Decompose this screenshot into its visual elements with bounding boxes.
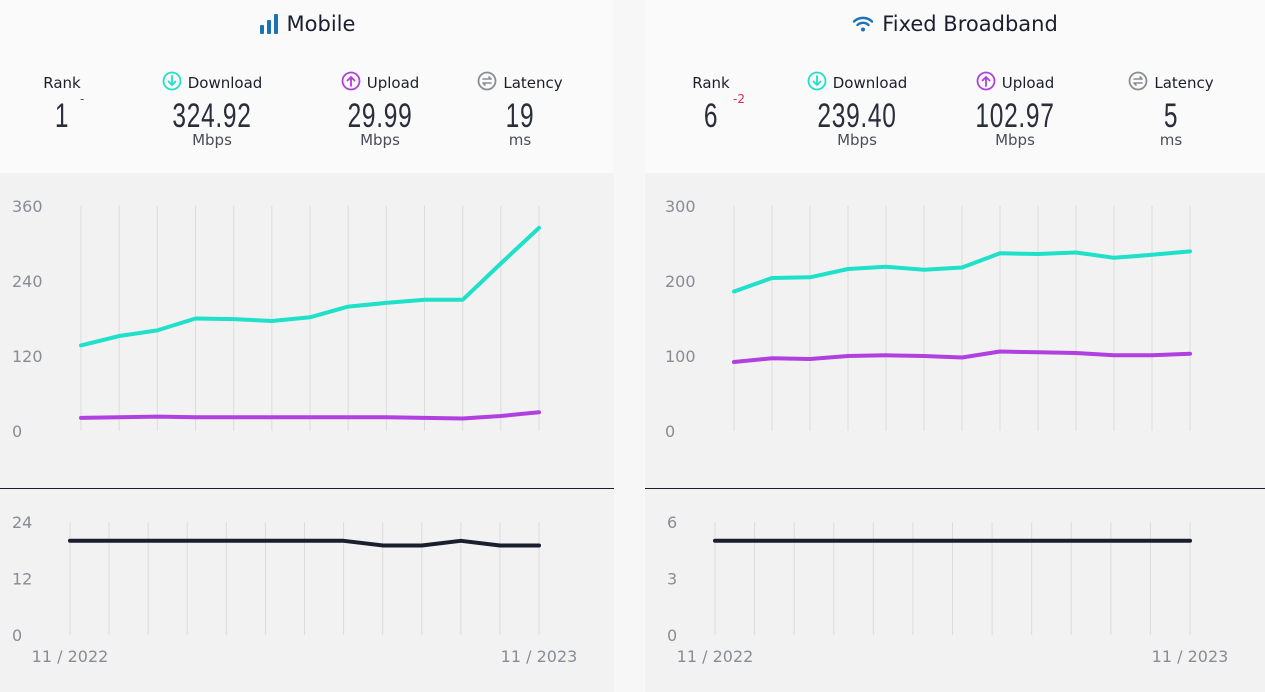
mobile-latency-ytick-label: 0 bbox=[12, 626, 22, 645]
mobile-title: Mobile bbox=[0, 12, 614, 36]
fixed-latency-xtick-label: 11 / 2023 bbox=[1152, 647, 1229, 666]
mobile-header: Mobile Rank 1 - Download 324.92 Mbps Upl… bbox=[0, 0, 614, 173]
fixed-download-stat: Download 239.40 Mbps bbox=[787, 71, 927, 149]
mobile-charts: 0 120 240 360 0 12 24 11 / 2022 11 / 2023 bbox=[12, 197, 578, 666]
mobile-latency-ytick-label: 12 bbox=[12, 570, 32, 589]
download-label: Download bbox=[832, 74, 908, 92]
latency-unit: ms bbox=[508, 131, 532, 149]
chart-divider bbox=[645, 488, 1265, 489]
upload-value: 102.97 bbox=[975, 97, 1055, 135]
fixed-charts: 0 100 200 300 0 3 6 11 / 2022 11 / 2023 bbox=[665, 197, 1229, 666]
mobile-speed-ytick-label: 0 bbox=[12, 422, 22, 441]
rank-change: -2 bbox=[733, 92, 745, 106]
latency-unit: ms bbox=[1159, 131, 1183, 149]
fixed-title: Fixed Broadband bbox=[645, 12, 1265, 36]
mobile-panel: Mobile Rank 1 - Download 324.92 Mbps Upl… bbox=[0, 0, 614, 692]
fixed-latency-stat: Latency 5 ms bbox=[1101, 71, 1241, 149]
rank-value: 6 bbox=[703, 97, 719, 135]
fixed-latency-xtick-label: 11 / 2022 bbox=[677, 647, 754, 666]
fixed-speed-upload-line bbox=[732, 349, 1192, 364]
latency-label: Latency bbox=[503, 74, 563, 92]
fixed-panel: Fixed Broadband Rank 6 -2 Download 239.4… bbox=[645, 0, 1265, 692]
mobile-latency-latency-line bbox=[68, 538, 541, 548]
mobile-title-text: Mobile bbox=[286, 12, 356, 36]
rank-value: 1 bbox=[54, 97, 70, 135]
fixed-latency-ytick-label: 3 bbox=[667, 570, 677, 589]
download-label: Download bbox=[187, 74, 263, 92]
mobile-latency-ytick-label: 24 bbox=[12, 513, 32, 532]
upload-icon bbox=[341, 71, 361, 95]
download-icon bbox=[162, 71, 182, 95]
download-value: 239.40 bbox=[817, 97, 897, 135]
mobile-speed-ytick-label: 360 bbox=[12, 197, 43, 216]
fixed-speed-download-line bbox=[732, 249, 1192, 294]
fixed-upload-stat: Upload 102.97 Mbps bbox=[945, 71, 1085, 149]
fixed-speed-ytick-label: 100 bbox=[665, 347, 696, 366]
download-unit: Mbps bbox=[837, 131, 877, 149]
mobile-speed-download-line bbox=[79, 225, 541, 348]
upload-unit: Mbps bbox=[995, 131, 1035, 149]
rank-label: Rank bbox=[43, 74, 81, 92]
signal-bars-icon bbox=[259, 13, 279, 35]
upload-icon bbox=[976, 71, 996, 95]
mobile-download-stat: Download 324.92 Mbps bbox=[142, 71, 282, 149]
upload-value: 29.99 bbox=[347, 97, 413, 135]
fixed-header: Fixed Broadband Rank 6 -2 Download 239.4… bbox=[645, 0, 1265, 173]
latency-icon bbox=[477, 71, 497, 95]
upload-label: Upload bbox=[1001, 74, 1055, 92]
latency-label: Latency bbox=[1154, 74, 1214, 92]
fixed-speed-ytick-label: 0 bbox=[665, 422, 675, 441]
rank-label: Rank bbox=[692, 74, 730, 92]
upload-unit: Mbps bbox=[360, 131, 400, 149]
download-unit: Mbps bbox=[192, 131, 232, 149]
wifi-icon bbox=[852, 15, 874, 33]
mobile-latency-stat: Latency 19 ms bbox=[450, 71, 590, 149]
download-value: 324.92 bbox=[172, 97, 252, 135]
mobile-speed-ytick-label: 120 bbox=[12, 347, 43, 366]
chart-divider bbox=[0, 488, 614, 489]
fixed-rank-stat: Rank 6 -2 bbox=[641, 72, 781, 135]
fixed-title-text: Fixed Broadband bbox=[882, 12, 1058, 36]
latency-value: 5 bbox=[1163, 97, 1179, 135]
mobile-latency-xtick-label: 11 / 2022 bbox=[32, 647, 109, 666]
panel-gap bbox=[614, 0, 645, 692]
upload-label: Upload bbox=[366, 74, 420, 92]
mobile-speed-upload-line bbox=[79, 410, 541, 421]
latency-value: 19 bbox=[505, 97, 535, 135]
fixed-speed-ytick-label: 300 bbox=[665, 197, 696, 216]
latency-icon bbox=[1128, 71, 1148, 95]
fixed-latency-ytick-label: 6 bbox=[667, 513, 677, 532]
rank-change: - bbox=[80, 92, 85, 106]
fixed-speed-ytick-label: 200 bbox=[665, 272, 696, 291]
download-icon bbox=[807, 71, 827, 95]
fixed-latency-ytick-label: 0 bbox=[667, 626, 677, 645]
mobile-latency-xtick-label: 11 / 2023 bbox=[501, 647, 578, 666]
mobile-speed-ytick-label: 240 bbox=[12, 272, 43, 291]
mobile-upload-stat: Upload 29.99 Mbps bbox=[310, 71, 450, 149]
mobile-rank-stat: Rank 1 - bbox=[0, 72, 132, 135]
